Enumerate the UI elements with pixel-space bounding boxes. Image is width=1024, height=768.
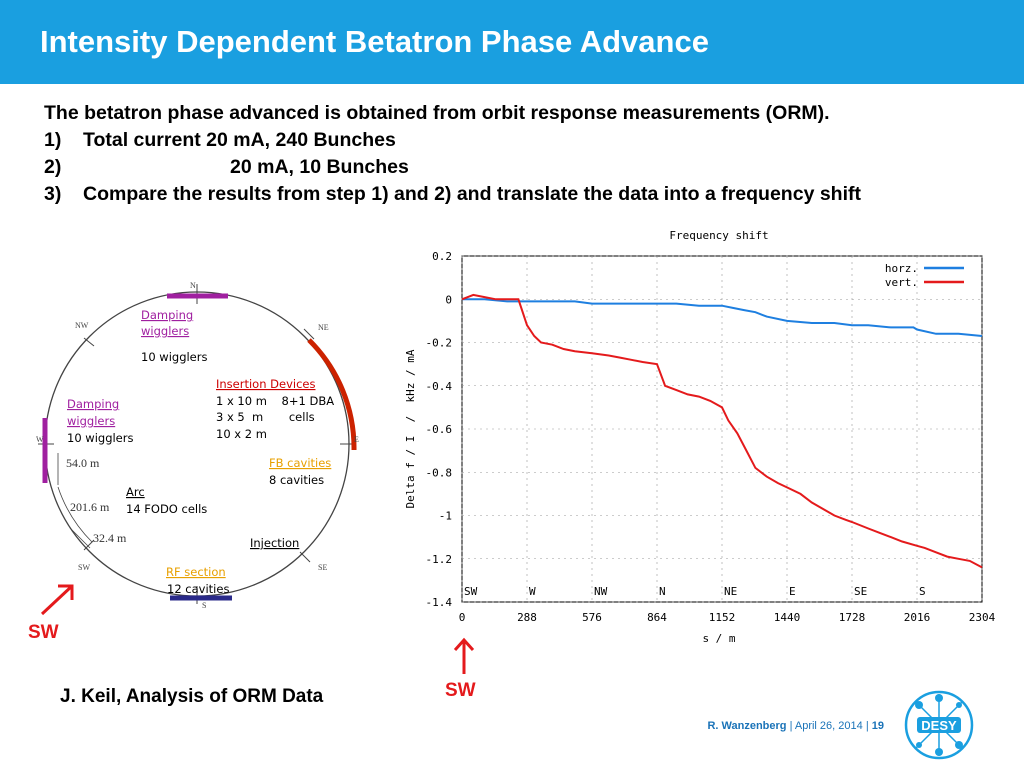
dim-32m: 32.4 m bbox=[93, 531, 127, 545]
dir-label-e: E bbox=[354, 435, 359, 444]
sector-label: N bbox=[659, 585, 666, 598]
x-tick-label: 0 bbox=[459, 611, 466, 624]
damping-left-count: 10 wigglers bbox=[67, 431, 133, 445]
y-axis-label: Delta f / I / kHz / mA bbox=[404, 349, 417, 508]
sw-label-right: SW bbox=[445, 680, 476, 701]
step-text: Total current 20 mA, 240 Bunches bbox=[83, 129, 396, 151]
damping-top-title-2: wigglers bbox=[141, 324, 189, 338]
series-line bbox=[462, 298, 983, 337]
footer-page: 19 bbox=[871, 720, 884, 732]
fb-count: 8 cavities bbox=[269, 473, 324, 487]
insertion-line-2: 3 x 5 m cells bbox=[216, 410, 315, 424]
damping-top-title-1: Damping bbox=[141, 308, 193, 322]
desy-logo: DESY bbox=[904, 690, 974, 760]
insertion-title: Insertion Devices bbox=[216, 377, 315, 391]
series-lines bbox=[461, 293, 983, 569]
x-axis-ticks: 0 288 576 864 1152 1440 1728 2016 2304 bbox=[459, 611, 996, 624]
step-number: 1) bbox=[44, 129, 62, 151]
x-tick-label: 1440 bbox=[774, 611, 801, 624]
legend-label: vert. bbox=[885, 276, 918, 289]
dim-54m: 54.0 m bbox=[66, 456, 100, 470]
title-bar: Intensity Dependent Betatron Phase Advan… bbox=[0, 0, 1024, 84]
y-tick-label: -0.4 bbox=[426, 380, 453, 393]
dim-201m: 201.6 m bbox=[70, 500, 110, 514]
chart-title: Frequency shift bbox=[669, 229, 768, 242]
intro-block: The betatron phase advanced is obtained … bbox=[44, 100, 861, 208]
sector-label: S bbox=[919, 585, 926, 598]
reference-text: J. Keil, Analysis of ORM Data bbox=[60, 686, 324, 707]
x-tick-label: 1152 bbox=[709, 611, 736, 624]
damping-top-count: 10 wigglers bbox=[141, 350, 207, 364]
x-tick-label: 288 bbox=[517, 611, 537, 624]
y-tick-label: 0.2 bbox=[432, 250, 452, 263]
footer-separator: | bbox=[865, 720, 869, 732]
x-tick-label: 1728 bbox=[839, 611, 866, 624]
frequency-shift-chart: Frequency shift 0.2 0 -0.2 -0.4 -0.6 -0.8 -1 -1… bbox=[404, 229, 996, 645]
arc-title: Arc bbox=[126, 485, 145, 499]
step-1: 1) Total current 20 mA, 240 Bunches bbox=[44, 127, 830, 154]
step-text: Compare the results from step 1) and 2) … bbox=[83, 183, 861, 205]
y-tick-label: -1.4 bbox=[426, 596, 453, 609]
damping-left-title-2: wigglers bbox=[67, 414, 115, 428]
footer-author: R. Wanzenberg bbox=[707, 720, 787, 732]
dir-label-ne: NE bbox=[318, 323, 329, 332]
step-2: 2) 20 mA, 10 Bunches bbox=[44, 154, 830, 181]
logo-text: DESY bbox=[921, 718, 957, 733]
dir-label-nw: NW bbox=[75, 321, 89, 330]
insertion-line-1: 1 x 10 m 8+1 DBA bbox=[216, 394, 334, 408]
y-tick-label: -1 bbox=[439, 510, 452, 523]
x-tick-label: 2016 bbox=[904, 611, 931, 624]
footer-separator: | bbox=[789, 720, 793, 732]
dir-label-se: SE bbox=[318, 563, 327, 572]
legend-label: horz. bbox=[885, 262, 918, 275]
rf-title: RF section bbox=[166, 565, 226, 579]
x-tick-label: 864 bbox=[647, 611, 667, 624]
sw-label-left: SW bbox=[28, 622, 59, 643]
dir-label-w: W bbox=[36, 435, 44, 444]
step-3: 3) Compare the results from step 1) and … bbox=[44, 181, 861, 208]
sector-label: W bbox=[529, 585, 536, 598]
fb-title: FB cavities bbox=[269, 456, 331, 470]
intro-text: The betatron phase advanced is obtained … bbox=[44, 102, 830, 124]
dir-label-s: S bbox=[202, 601, 206, 610]
sw-arrow-right bbox=[453, 637, 475, 674]
y-tick-label: -0.8 bbox=[426, 466, 453, 479]
step-number: 2) bbox=[44, 156, 62, 178]
injection-label: Injection bbox=[250, 536, 299, 550]
slide-title: Intensity Dependent Betatron Phase Advan… bbox=[40, 24, 709, 59]
damping-left-title-1: Damping bbox=[67, 397, 119, 411]
sector-labels: SW W NW N NE E SE S bbox=[464, 585, 926, 598]
step-number: 3) bbox=[44, 183, 62, 205]
y-tick-label: -0.2 bbox=[426, 337, 453, 350]
sector-label: NE bbox=[724, 585, 737, 598]
sw-arrow-left bbox=[40, 584, 74, 616]
x-axis-label: s / m bbox=[702, 632, 735, 645]
arc-count: 14 FODO cells bbox=[126, 502, 207, 516]
y-tick-label: -1.2 bbox=[426, 553, 453, 566]
insertion-line-3: 10 x 2 m bbox=[216, 427, 267, 441]
x-tick-label: 2304 bbox=[969, 611, 996, 624]
y-tick-label: -0.6 bbox=[426, 423, 453, 436]
intro-line: The betatron phase advanced is obtained … bbox=[44, 100, 830, 127]
dir-label-sw: SW bbox=[78, 563, 90, 572]
series-line bbox=[461, 293, 983, 569]
ring-diagram: N NE E SE S SW W NW 54.0 m 201.6 m 32.4 … bbox=[36, 281, 359, 610]
footer-info: R. Wanzenberg | April 26, 2014 | 19 bbox=[707, 720, 884, 732]
insertion-section bbox=[307, 338, 357, 451]
footer-date: April 26, 2014 bbox=[794, 720, 863, 732]
sector-label: SE bbox=[854, 585, 867, 598]
dir-label-n: N bbox=[190, 281, 196, 290]
dimension-marks bbox=[57, 453, 93, 549]
sector-label: SW bbox=[464, 585, 478, 598]
x-tick-label: 576 bbox=[582, 611, 602, 624]
step-text: 20 mA, 10 Bunches bbox=[230, 156, 409, 178]
sector-label: NW bbox=[594, 585, 608, 598]
grid bbox=[461, 255, 983, 603]
legend: horz.vert. bbox=[885, 262, 964, 289]
y-axis-ticks: 0.2 0 -0.2 -0.4 -0.6 -0.8 -1 -1.2 -1.4 bbox=[426, 250, 453, 609]
sector-label: E bbox=[789, 585, 796, 598]
rf-count: 12 cavities bbox=[167, 582, 229, 596]
y-tick-label: 0 bbox=[445, 293, 452, 306]
direction-ticks bbox=[38, 284, 356, 604]
